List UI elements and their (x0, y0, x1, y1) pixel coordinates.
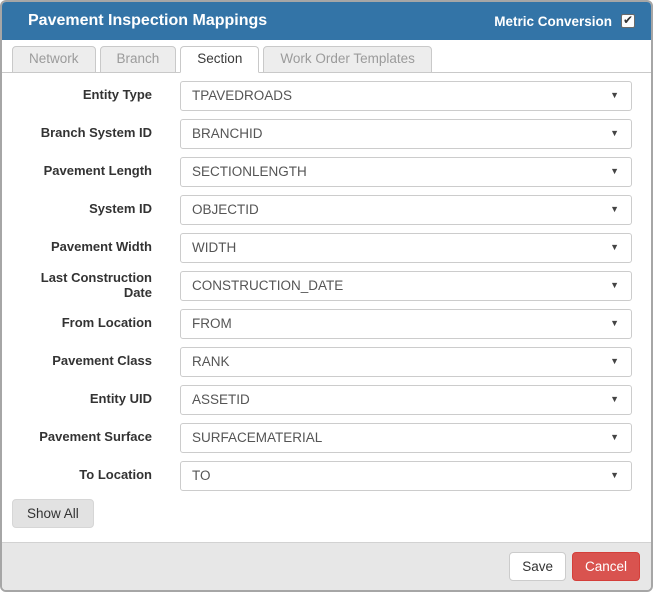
tab-bar: Network Branch Section Work Order Templates (2, 40, 651, 73)
form-row: Entity UID ASSETID ▼ (12, 384, 632, 415)
system-id-select[interactable]: OBJECTID ▼ (180, 194, 632, 225)
field-label-pavement-width: Pavement Width (50, 239, 152, 255)
chevron-down-icon: ▼ (610, 128, 619, 139)
select-value: TO (192, 468, 211, 484)
chevron-down-icon: ▼ (610, 90, 619, 101)
form-row: System ID OBJECTID ▼ (12, 194, 632, 225)
select-value: TPAVEDROADS (192, 88, 293, 104)
save-button[interactable]: Save (509, 551, 566, 582)
tab-branch[interactable]: Branch (99, 46, 177, 73)
form-row: Last Construction Date CONSTRUCTION_DATE ▼ (12, 269, 632, 301)
form-rows: Entity Type TPAVEDROADS ▼ Branch System ID B… (12, 80, 632, 491)
field-label-to-location: To Location (79, 467, 152, 483)
pavement-width-select[interactable]: WIDTH ▼ (180, 232, 632, 263)
chevron-down-icon: ▼ (610, 356, 619, 367)
form-row: Pavement Width WIDTH ▼ (12, 232, 632, 263)
form-row: Entity Type TPAVEDROADS ▼ (12, 80, 632, 111)
field-label-last-construction-date: Last Construction Date (40, 269, 152, 300)
field-label-system-id: System ID (89, 201, 152, 217)
metric-conversion-label: Metric Conversion (494, 13, 612, 29)
from-location-select[interactable]: FROM ▼ (180, 308, 632, 339)
select-value: OBJECTID (192, 202, 259, 218)
entity-uid-select[interactable]: ASSETID ▼ (180, 384, 632, 415)
chevron-down-icon: ▼ (610, 470, 619, 481)
chevron-down-icon: ▼ (610, 280, 619, 291)
select-value: SURFACEMATERIAL (192, 430, 323, 446)
last-construction-date-select[interactable]: CONSTRUCTION_DATE ▼ (180, 270, 632, 301)
to-location-select[interactable]: TO ▼ (180, 460, 632, 491)
select-value: FROM (192, 316, 232, 332)
select-value: ASSETID (192, 392, 250, 408)
form-row: Branch System ID BRANCHID ▼ (12, 118, 632, 149)
cancel-button[interactable]: Cancel (571, 551, 640, 582)
select-value: BRANCHID (192, 126, 263, 142)
select-value: CONSTRUCTION_DATE (192, 278, 344, 294)
tab-work-order-templates[interactable]: Work Order Templates (263, 46, 432, 73)
pavement-surface-select[interactable]: SURFACEMATERIAL ▼ (180, 422, 632, 453)
field-label-entity-uid: Entity UID (89, 391, 152, 407)
select-value: SECTIONLENGTH (192, 164, 307, 180)
entity-type-select[interactable]: TPAVEDROADS ▼ (180, 80, 632, 111)
dialog-header: Pavement Inspection Mappings Metric Conv… (2, 2, 651, 40)
form-row: To Location TO ▼ (12, 460, 632, 491)
show-all-button[interactable]: Show All (12, 498, 94, 528)
chevron-down-icon: ▼ (610, 242, 619, 253)
chevron-down-icon: ▼ (610, 394, 619, 405)
select-value: RANK (192, 354, 230, 370)
chevron-down-icon: ▼ (610, 432, 619, 443)
chevron-down-icon: ▼ (610, 318, 619, 329)
pavement-class-select[interactable]: RANK ▼ (180, 346, 632, 377)
form-row: Pavement Class RANK ▼ (12, 346, 632, 377)
field-label-entity-type: Entity Type (82, 87, 152, 103)
metric-conversion-checkbox[interactable] (621, 13, 635, 28)
form-area: Entity Type TPAVEDROADS ▼ Branch System ID B… (2, 73, 651, 542)
dialog-footer: Save Cancel (2, 542, 651, 590)
form-row: Pavement Length SECTIONLENGTH ▼ (12, 156, 632, 187)
tab-section[interactable]: Section (180, 46, 260, 73)
branch-system-id-select[interactable]: BRANCHID ▼ (180, 118, 632, 149)
dialog-title: Pavement Inspection Mappings (28, 12, 268, 29)
field-label-branch-system-id: Branch System ID (40, 125, 152, 141)
field-label-pavement-length: Pavement Length (43, 163, 152, 179)
field-label-from-location: From Location (61, 315, 152, 331)
field-label-pavement-surface: Pavement Surface (39, 429, 152, 445)
form-row: Pavement Surface SURFACEMATERIAL ▼ (12, 422, 632, 453)
pavement-length-select[interactable]: SECTIONLENGTH ▼ (180, 156, 632, 187)
chevron-down-icon: ▼ (610, 166, 619, 177)
chevron-down-icon: ▼ (610, 204, 619, 215)
select-value: WIDTH (192, 240, 237, 256)
form-row: From Location FROM ▼ (12, 308, 632, 339)
tab-network[interactable]: Network (12, 46, 96, 73)
field-label-pavement-class: Pavement Class (52, 353, 152, 369)
